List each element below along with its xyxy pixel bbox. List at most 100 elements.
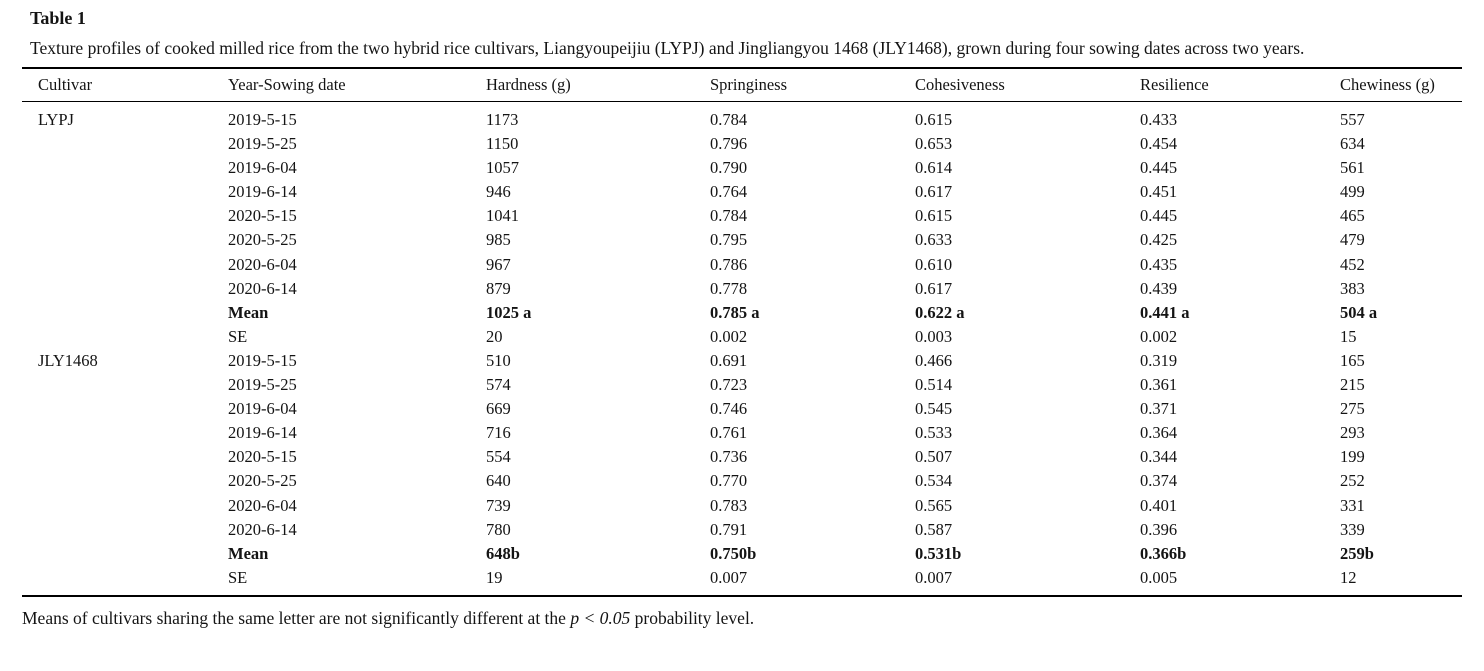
cell-date: 2020-5-15 — [228, 447, 297, 467]
cell-cohesiveness: 0.003 — [915, 326, 953, 346]
cell-cultivar — [22, 228, 228, 252]
table-row: JLY1468 2019-5-15 510 0.691 0.466 0.319 165 — [22, 349, 1462, 373]
cell-cultivar — [22, 542, 228, 566]
cell-cohesiveness: 0.615 — [915, 206, 953, 226]
cell-cultivar — [22, 469, 228, 493]
cell-springiness: 0.764 — [710, 182, 748, 202]
cell-hardness: 1041 — [486, 206, 519, 226]
table-row: 2019-6-04 1057 0.790 0.614 0.445 561 — [22, 156, 1462, 180]
cell-cohesiveness: 0.514 — [915, 375, 953, 395]
cell-resilience: 0.361 — [1140, 375, 1178, 395]
column-header-cultivar: Cultivar — [22, 68, 228, 102]
table-row: 2020-6-14 780 0.791 0.587 0.396 339 — [22, 518, 1462, 542]
cell-chewiness: 165 — [1340, 350, 1365, 370]
column-header-hardness: Hardness (g) — [486, 68, 710, 102]
cell-springiness: 0.786 — [710, 254, 748, 274]
column-header-chewiness: Chewiness (g) — [1340, 68, 1462, 102]
cell-hardness: 510 — [486, 350, 511, 370]
table-row: 2019-6-14 946 0.764 0.617 0.451 499 — [22, 180, 1462, 204]
cell-resilience: 0.425 — [1140, 230, 1178, 250]
cell-chewiness: 383 — [1340, 278, 1365, 298]
cell-chewiness: 479 — [1340, 230, 1365, 250]
column-header-cohesiveness: Cohesiveness — [915, 68, 1140, 102]
cell-hardness: 640 — [486, 471, 511, 491]
cell-cultivar — [22, 421, 228, 445]
cell-cohesiveness: 0.533 — [915, 423, 953, 443]
table-row: 2020-6-14 879 0.778 0.617 0.439 383 — [22, 277, 1462, 301]
cell-hardness: 1173 — [486, 110, 519, 129]
cell-chewiness: 275 — [1340, 399, 1365, 419]
cell-cultivar — [22, 566, 228, 596]
table-row: Mean 648b 0.750b 0.531b 0.366b 259b — [22, 542, 1462, 566]
cell-cultivar — [22, 518, 228, 542]
cell-hardness: 985 — [486, 230, 511, 250]
cell-cohesiveness: 0.653 — [915, 134, 953, 154]
cell-hardness: 879 — [486, 278, 511, 298]
cell-resilience: 0.454 — [1140, 134, 1178, 154]
cell-springiness: 0.784 — [710, 110, 748, 129]
cell-resilience: 0.435 — [1140, 254, 1178, 274]
cell-hardness: 946 — [486, 182, 511, 202]
cell-springiness: 0.746 — [710, 399, 748, 419]
cell-cultivar — [22, 156, 228, 180]
cell-springiness: 0.770 — [710, 471, 748, 491]
table-row: 2020-5-25 985 0.795 0.633 0.425 479 — [22, 228, 1462, 252]
cell-resilience: 0.366b — [1140, 543, 1187, 563]
cell-hardness: 739 — [486, 495, 511, 515]
cell-hardness: 1025 a — [486, 302, 532, 322]
cell-date: 2020-5-15 — [228, 206, 297, 226]
table-footnote: Means of cultivars sharing the same lett… — [22, 606, 1484, 630]
cell-hardness: 648b — [486, 543, 520, 563]
cell-date: Mean — [228, 302, 269, 322]
table-row: 2020-6-04 739 0.783 0.565 0.401 331 — [22, 494, 1462, 518]
cell-chewiness: 199 — [1340, 447, 1365, 467]
cell-resilience: 0.401 — [1140, 495, 1178, 515]
cell-springiness: 0.691 — [710, 350, 748, 370]
cell-resilience: 0.344 — [1140, 447, 1178, 467]
cell-cultivar — [22, 204, 228, 228]
cell-hardness: 19 — [486, 567, 503, 587]
cell-date: 2020-6-14 — [228, 278, 297, 298]
cell-resilience: 0.002 — [1140, 326, 1178, 346]
table-row: 2020-5-25 640 0.770 0.534 0.374 252 — [22, 469, 1462, 493]
cell-resilience: 0.374 — [1140, 471, 1178, 491]
cell-cultivar — [22, 132, 228, 156]
cell-springiness: 0.007 — [710, 567, 748, 587]
cell-date: 2019-5-15 — [228, 110, 297, 129]
cell-springiness: 0.783 — [710, 495, 748, 515]
cell-resilience: 0.364 — [1140, 423, 1178, 443]
cell-chewiness: 452 — [1340, 254, 1365, 274]
cell-hardness: 20 — [486, 326, 503, 346]
cell-cultivar — [22, 301, 228, 325]
footnote-text-before: Means of cultivars sharing the same lett… — [22, 607, 571, 628]
table-row: SE 19 0.007 0.007 0.005 12 — [22, 566, 1462, 596]
cell-chewiness: 215 — [1340, 375, 1365, 395]
cell-date: 2020-5-25 — [228, 230, 297, 250]
cell-chewiness: 634 — [1340, 134, 1365, 154]
cell-cohesiveness: 0.615 — [915, 110, 953, 129]
cell-cultivar: JLY1468 — [38, 350, 98, 370]
cell-springiness: 0.796 — [710, 134, 748, 154]
cell-springiness: 0.761 — [710, 423, 748, 443]
cell-date: 2019-5-15 — [228, 350, 297, 370]
cell-resilience: 0.433 — [1140, 110, 1178, 129]
cell-resilience: 0.396 — [1140, 519, 1178, 539]
table-row: 2019-5-25 574 0.723 0.514 0.361 215 — [22, 373, 1462, 397]
cell-springiness: 0.790 — [710, 158, 748, 178]
cell-cohesiveness: 0.622 a — [915, 302, 965, 322]
cell-hardness: 967 — [486, 254, 511, 274]
cell-cultivar — [22, 397, 228, 421]
cell-cultivar: LYPJ — [38, 110, 74, 129]
cell-cultivar — [22, 373, 228, 397]
table-row: 2019-5-25 1150 0.796 0.653 0.454 634 — [22, 132, 1462, 156]
table-row: SE 20 0.002 0.003 0.002 15 — [22, 325, 1462, 349]
texture-profile-table: Cultivar Year-Sowing date Hardness (g) S… — [22, 67, 1462, 597]
cell-resilience: 0.445 — [1140, 206, 1178, 226]
cell-chewiness: 12 — [1340, 567, 1357, 587]
cell-springiness: 0.002 — [710, 326, 748, 346]
cell-chewiness: 339 — [1340, 519, 1365, 539]
cell-hardness: 1150 — [486, 134, 519, 154]
cell-chewiness: 499 — [1340, 182, 1365, 202]
cell-cohesiveness: 0.531b — [915, 543, 962, 563]
cell-date: 2019-6-14 — [228, 423, 297, 443]
